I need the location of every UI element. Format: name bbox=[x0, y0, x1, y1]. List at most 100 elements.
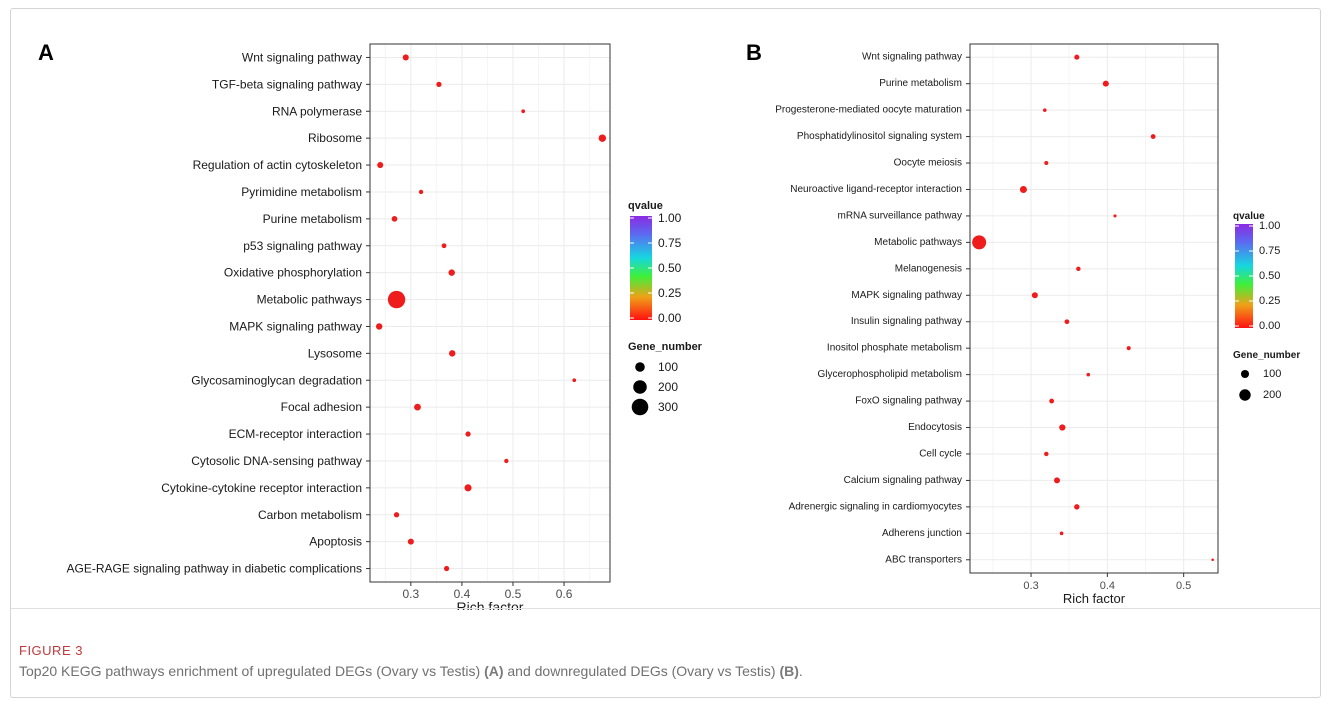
panel-b-x-tick-label: 0.5 bbox=[1176, 580, 1191, 592]
panel-b-point bbox=[1076, 266, 1081, 272]
panel-b-colorbar-tick-label: 1.00 bbox=[1259, 220, 1280, 232]
panel-b-colorbar-tick-label: 0.25 bbox=[1259, 295, 1280, 307]
panel-a-category-label: Purine metabolism bbox=[263, 212, 362, 226]
panel-b-point bbox=[1019, 185, 1027, 193]
panel-a-size-legend-label: 200 bbox=[658, 380, 678, 394]
panel-a-point bbox=[407, 538, 414, 545]
panel-b-category-label: Neuroactive ligand-receptor interaction bbox=[790, 184, 962, 195]
panel-a-colorbar-tick-label: 1.00 bbox=[658, 211, 682, 225]
caption-label-a: (A) bbox=[484, 663, 504, 679]
panel-a-colorbar-tick-label: 0.00 bbox=[658, 311, 682, 325]
panel-b-x-tick-label: 0.3 bbox=[1023, 580, 1038, 592]
panel-a-category-label: Regulation of actin cytoskeleton bbox=[193, 158, 362, 172]
panel-b-point bbox=[1049, 398, 1055, 404]
panel-a-point bbox=[418, 189, 424, 195]
figure-title: FIGURE 3 bbox=[19, 643, 83, 658]
panel-b-point bbox=[1053, 477, 1060, 484]
panel-a-colorbar-tick-label: 0.75 bbox=[658, 236, 682, 250]
panel-b-category-label: FoxO signaling pathway bbox=[855, 396, 962, 407]
panel-a-category-label: Cytokine-cytokine receptor interaction bbox=[161, 481, 362, 495]
caption-text-middle: and downregulated DEGs (Ovary vs Testis) bbox=[503, 663, 780, 679]
panel-b-point bbox=[972, 235, 987, 250]
panel-a-x-tick-label: 0.5 bbox=[505, 587, 522, 601]
panel-b-category-label: Insulin signaling pathway bbox=[851, 316, 962, 327]
caption-text-before: Top20 KEGG pathways enrichment of upregu… bbox=[19, 663, 485, 679]
panel-a-point bbox=[464, 484, 472, 492]
panel-b-point bbox=[1059, 531, 1064, 536]
panel-a-category-label: Oxidative phosphorylation bbox=[224, 266, 362, 280]
panel-a-x-tick-label: 0.4 bbox=[454, 587, 471, 601]
panel-b-category-label: Endocytosis bbox=[908, 422, 962, 433]
panel-a-point bbox=[572, 378, 577, 383]
panel-a-point bbox=[377, 162, 384, 169]
panel-b-category-label: Phosphatidylinositol signaling system bbox=[797, 131, 962, 142]
panel-a-size-legend-title: Gene_number bbox=[628, 341, 703, 353]
panel-b-point bbox=[1074, 54, 1080, 60]
panel-b-size-legend-title: Gene_number bbox=[1233, 350, 1300, 361]
panel-b-point bbox=[1113, 214, 1117, 218]
panel-a-category-label: Focal adhesion bbox=[281, 400, 362, 414]
panel-b-x-tick-label: 0.4 bbox=[1100, 580, 1115, 592]
panel-b-plot-border bbox=[969, 43, 1219, 574]
panel-a-size-legend-key bbox=[631, 398, 649, 416]
panel-a-size-legend-label: 100 bbox=[658, 360, 678, 374]
panel-b-point bbox=[1126, 346, 1131, 351]
panel-a-category-label: Apoptosis bbox=[309, 535, 362, 549]
panel-b-size-legend-label: 100 bbox=[1263, 368, 1281, 380]
panel-a-point bbox=[443, 565, 450, 572]
figure-caption: Top20 KEGG pathways enrichment of upregu… bbox=[19, 663, 803, 679]
panel-b-plot-area bbox=[970, 44, 1218, 573]
panel-a-x-tick-label: 0.3 bbox=[403, 587, 420, 601]
panel-a-plot-area bbox=[370, 44, 610, 582]
panel-a-category-label: TGF-beta signaling pathway bbox=[212, 77, 362, 91]
panel-b-colorbar-tick-label: 0.50 bbox=[1259, 270, 1280, 282]
figure-charts: A Wnt signaling pathway TGF-beta signaling… bbox=[38, 40, 1300, 610]
panel-a-point bbox=[402, 54, 409, 61]
panel-a-colorbar-tick-label: 0.50 bbox=[658, 261, 682, 275]
panel-a-category-label: MAPK signaling pathway bbox=[229, 319, 362, 333]
panel-a-category-label: Cytosolic DNA-sensing pathway bbox=[191, 454, 362, 468]
caption-label-b: (B) bbox=[779, 663, 799, 679]
panel-b-category-label: mRNA surveillance pathway bbox=[838, 210, 963, 221]
panel-b-qvalue-legend-title: qvalue bbox=[1233, 211, 1265, 222]
panel-b-category-label: Metabolic pathways bbox=[874, 237, 962, 248]
panel-a-category-label: Pyrimidine metabolism bbox=[241, 185, 362, 199]
panel-a-category-label: AGE-RAGE signaling pathway in diabetic c… bbox=[67, 562, 362, 576]
panel-b-colorbar-tick-label: 0.00 bbox=[1259, 320, 1280, 332]
panel-b-point bbox=[1031, 292, 1038, 299]
panel-a-category-label: Metabolic pathways bbox=[257, 293, 362, 307]
panel-a-point bbox=[393, 512, 400, 518]
panel-b-point bbox=[1044, 161, 1049, 166]
panel-b-category-label: Inositol phosphate metabolism bbox=[827, 343, 962, 354]
panel-a-category-label: ECM-receptor interaction bbox=[229, 427, 362, 441]
panel-b-point bbox=[1042, 108, 1047, 112]
panel-b-point bbox=[1074, 504, 1080, 510]
panel-b-letter: B bbox=[746, 40, 762, 65]
panel-b-point bbox=[1059, 424, 1066, 431]
panel-a-category-label: Wnt signaling pathway bbox=[242, 50, 362, 64]
panel-a-qvalue-legend-title: qvalue bbox=[628, 200, 663, 212]
panel-b-category-label: ABC transporters bbox=[885, 554, 962, 565]
panel-a-letter: A bbox=[38, 40, 54, 65]
panel-a-point bbox=[441, 243, 447, 249]
panel-b-colorbar-tick-label: 0.75 bbox=[1259, 245, 1280, 257]
panel-b-category-label: Cell cycle bbox=[919, 448, 962, 459]
panel-a-point bbox=[387, 290, 406, 309]
panel-a-size-legend-key bbox=[633, 380, 647, 394]
panel-a-x-tick-label: 0.6 bbox=[556, 587, 573, 601]
panel-a-size-legend-key bbox=[635, 362, 645, 372]
panel-a-point bbox=[448, 350, 456, 357]
panel-a-plot-border bbox=[369, 43, 611, 583]
panel-b-size-legend-key bbox=[1240, 369, 1250, 379]
panel-a-x-axis-title: Rich factor bbox=[457, 599, 524, 610]
panel-b-category-label: Glycerophospholipid metabolism bbox=[817, 369, 962, 380]
panel-a-point bbox=[436, 81, 442, 87]
panel-b-qvalue-colorbar bbox=[1235, 224, 1253, 328]
panel-b-size-legend-label: 200 bbox=[1263, 389, 1281, 401]
panel-a-point bbox=[375, 323, 383, 330]
panel-b-category-label: Oocyte meiosis bbox=[894, 158, 962, 169]
panel-a-colorbar-tick-label: 0.25 bbox=[658, 286, 682, 300]
panel-b-category-label: Calcium signaling pathway bbox=[844, 475, 962, 486]
panel-a-qvalue-colorbar bbox=[630, 216, 652, 320]
panel-b-size-legend-key bbox=[1239, 389, 1251, 401]
